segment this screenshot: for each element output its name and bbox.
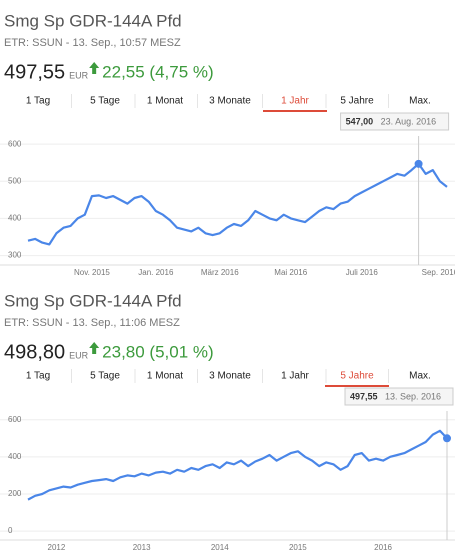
y-tick-label: 600 xyxy=(8,415,22,424)
subtitle: ETR: SSUN - 13. Sep., 11:06 MESZ xyxy=(4,317,180,329)
range-tab[interactable]: 1 Monat xyxy=(147,371,183,382)
change: 22,55 (4,75 %) xyxy=(102,62,214,81)
tooltip-box xyxy=(344,387,454,406)
x-tick-label: März 2016 xyxy=(201,268,239,277)
price: 498,80 xyxy=(4,341,65,363)
y-tick-label: 200 xyxy=(8,489,22,498)
up-arrow xyxy=(89,342,100,354)
up-arrow xyxy=(89,62,100,74)
currency: EUR xyxy=(69,350,89,360)
title: Smg Sp GDR-144A Pfd xyxy=(4,11,182,30)
range-tab[interactable]: 5 Tage xyxy=(90,371,120,382)
tooltip-date: 23. Aug. 2016 xyxy=(381,116,437,126)
y-tick-label: 300 xyxy=(8,251,22,260)
x-tick-label: Jan. 2016 xyxy=(138,268,174,277)
price-line xyxy=(27,162,448,246)
change: 23,80 (5,01 %) xyxy=(102,342,214,361)
range-tab[interactable]: 1 Jahr xyxy=(281,96,309,107)
range-tab[interactable]: 1 Tag xyxy=(26,371,50,382)
price-line xyxy=(27,429,448,501)
y-tick-label: 400 xyxy=(8,214,22,223)
tooltip-value: 547,00 xyxy=(346,116,374,126)
x-tick-label: Nov. 2015 xyxy=(74,268,110,277)
range-tab[interactable]: 5 Jahre xyxy=(340,96,374,107)
x-tick-label: Mai 2016 xyxy=(274,268,307,277)
x-tick-label: Sep. 2016 xyxy=(422,268,455,277)
tooltip-value: 497,55 xyxy=(350,391,378,401)
range-tab[interactable]: Max. xyxy=(409,371,431,382)
highlight-point xyxy=(414,159,423,168)
y-tick-label: 400 xyxy=(8,452,22,461)
y-tick-label: 0 xyxy=(8,526,13,535)
range-tab[interactable]: 1 Tag xyxy=(26,96,50,107)
highlight-point xyxy=(443,434,451,443)
x-tick-label: 2016 xyxy=(374,543,392,552)
range-tab[interactable]: 5 Tage xyxy=(90,96,120,107)
tooltip-date: 13. Sep. 2016 xyxy=(385,391,441,401)
x-tick-label: 2015 xyxy=(289,543,307,552)
y-tick-label: 600 xyxy=(8,139,22,148)
subtitle: ETR: SSUN - 13. Sep., 10:57 MESZ xyxy=(4,37,181,49)
currency: EUR xyxy=(69,70,89,80)
range-tab[interactable]: Max. xyxy=(409,96,431,107)
x-tick-label: 2013 xyxy=(133,543,151,552)
title: Smg Sp GDR-144A Pfd xyxy=(4,291,182,310)
range-tab[interactable]: 1 Monat xyxy=(147,96,183,107)
range-tab[interactable]: 3 Monate xyxy=(209,96,251,107)
x-tick-label: Juli 2016 xyxy=(346,268,379,277)
range-tab[interactable]: 1 Jahr xyxy=(281,371,309,382)
x-tick-label: 2012 xyxy=(48,543,66,552)
x-tick-label: 2014 xyxy=(211,543,229,552)
range-tab[interactable]: 5 Jahre xyxy=(340,371,374,382)
range-tab[interactable]: 3 Monate xyxy=(209,371,251,382)
tooltip-box xyxy=(340,112,450,131)
price: 497,55 xyxy=(4,61,65,83)
y-tick-label: 500 xyxy=(8,176,22,185)
